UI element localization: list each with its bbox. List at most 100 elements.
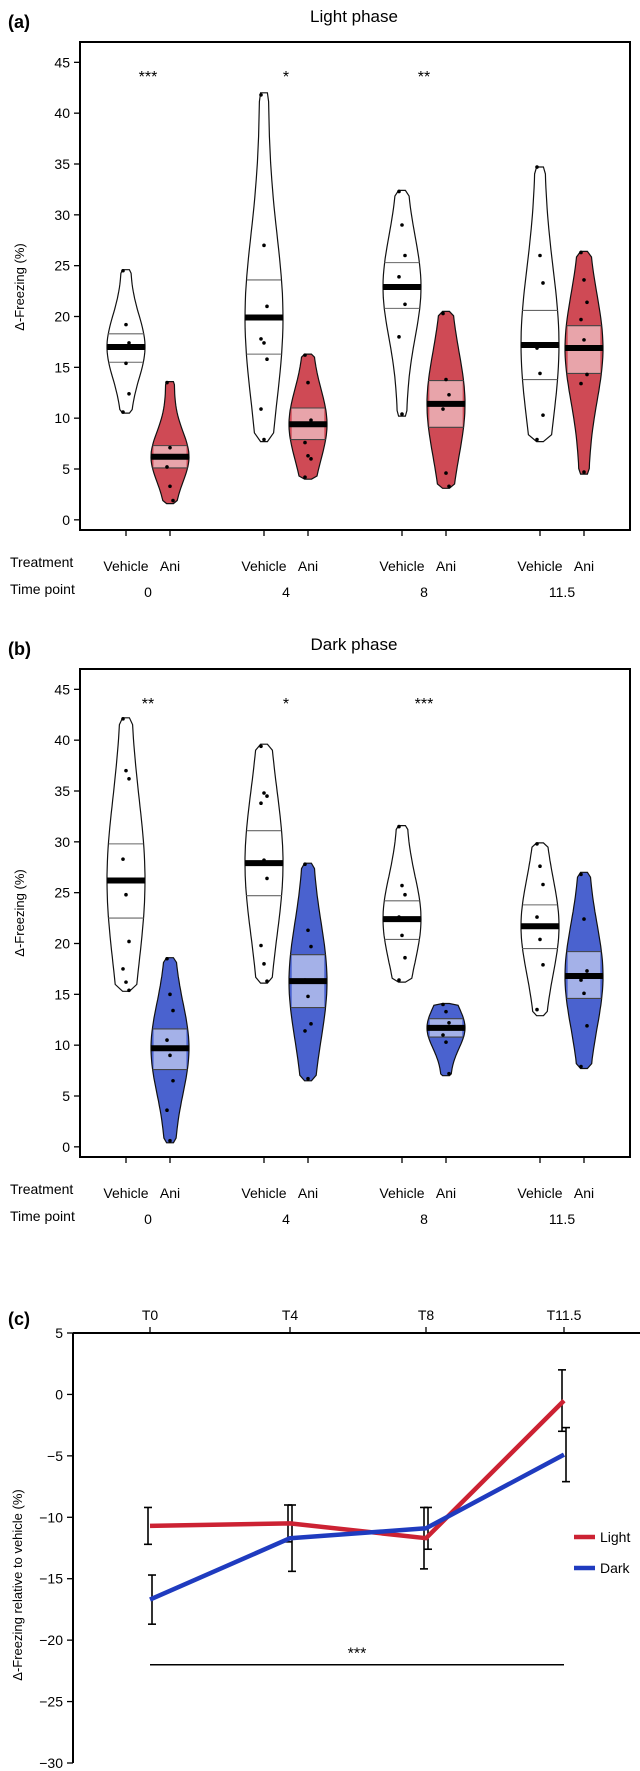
pc-x-tick-label: T0 — [142, 1307, 159, 1323]
pb-data-point — [403, 892, 407, 897]
pa-data-point — [262, 243, 266, 248]
pa-data-point — [582, 338, 586, 342]
pb-treatment-label: Vehicle — [241, 1185, 286, 1201]
pa-time-point-label: 8 — [420, 584, 428, 600]
pb-data-point — [303, 1029, 307, 1033]
pc-y-tick-label: −20 — [39, 1632, 63, 1648]
pa-y-tick-label: 30 — [54, 207, 70, 223]
pa-treatment-label: Vehicle — [103, 558, 148, 574]
pa-significance-stars: *** — [139, 69, 158, 86]
pa-significance-stars: * — [283, 69, 289, 86]
pb-data-point — [259, 943, 263, 948]
pa-data-point — [535, 346, 539, 350]
pb-data-point — [124, 768, 128, 773]
pb-treatment-label: Ani — [436, 1185, 456, 1201]
pa-violin-vehicle-4 — [244, 92, 284, 443]
pc-significance-stars: *** — [348, 1646, 367, 1663]
pa-violin-vehicle-11.5 — [520, 166, 560, 443]
pb-data-point — [165, 956, 169, 961]
pb-data-point — [171, 1078, 175, 1083]
pb-data-point — [265, 876, 269, 881]
pb-y-tick-label: 30 — [54, 834, 70, 850]
pb-data-point — [535, 915, 539, 919]
pb-data-point — [447, 1071, 451, 1076]
pa-data-point — [306, 380, 310, 385]
pb-y-tick-label: 10 — [54, 1037, 70, 1053]
pa-data-point — [121, 268, 125, 273]
pb-treatment-label: Ani — [160, 1185, 180, 1201]
pb-significance-stars: ** — [142, 696, 154, 713]
pa-time-point-label: 0 — [144, 584, 152, 600]
pb-data-point — [535, 842, 539, 846]
pb-data-point — [309, 944, 313, 949]
pb-time-point-label: 8 — [420, 1211, 428, 1227]
pb-y-tick-label: 45 — [54, 681, 70, 697]
panel-c-letter: (c) — [8, 1309, 30, 1329]
pa-data-point — [400, 284, 404, 288]
pa-data-point — [127, 391, 131, 396]
pa-data-point — [306, 453, 310, 458]
pa-data-point — [538, 253, 542, 258]
pc-x-tick-label: T11.5 — [547, 1307, 582, 1323]
pa-plot-frame — [79, 41, 631, 531]
pa-data-point — [444, 471, 448, 475]
pa-data-point — [447, 484, 451, 489]
pb-data-point — [535, 1007, 539, 1012]
pb-data-point — [127, 988, 131, 993]
pb-data-point — [121, 717, 125, 721]
panel-a-letter: (a) — [8, 12, 30, 32]
pb-data-point — [582, 991, 586, 996]
pa-data-point — [303, 440, 307, 445]
pc-y-tick-label: −10 — [39, 1509, 63, 1525]
pb-data-point — [579, 1064, 583, 1069]
pa-data-point — [265, 357, 269, 362]
pb-data-point — [303, 862, 307, 866]
pa-data-point — [538, 371, 542, 376]
pb-data-point — [538, 937, 542, 942]
pa-y-tick-label: 20 — [54, 309, 70, 325]
panel-a-timepoint-row-label: Time point — [10, 581, 75, 597]
pb-significance-stars: * — [283, 696, 289, 713]
pb-data-point — [582, 917, 586, 921]
pc-y-tick-label: −15 — [39, 1571, 63, 1587]
pa-data-point — [397, 275, 401, 279]
pb-data-point — [165, 1038, 169, 1042]
pa-treatment-label: Vehicle — [517, 558, 562, 574]
pb-data-point — [168, 1053, 172, 1058]
pb-data-point — [306, 928, 310, 933]
pa-data-point — [259, 407, 263, 411]
pc-series-line-dark — [149, 1452, 566, 1602]
pc-y-tick-label: −30 — [39, 1755, 63, 1771]
pb-data-point — [168, 1138, 172, 1143]
pb-time-point-label: 11.5 — [549, 1211, 575, 1227]
pa-data-point — [168, 484, 172, 489]
pa-data-point — [121, 410, 125, 414]
pa-y-tick-label: 25 — [54, 258, 70, 274]
pb-data-point — [397, 978, 401, 982]
pb-treatment-label: Ani — [574, 1185, 594, 1201]
pa-data-point — [171, 498, 175, 503]
panel-c-ylabel: Δ-Freezing relative to vehicle (%) — [10, 1489, 25, 1680]
pb-data-point — [124, 892, 128, 897]
pb-data-point — [541, 882, 545, 887]
pb-data-point — [259, 801, 263, 805]
pc-y-tick-label: 5 — [55, 1325, 63, 1341]
pb-y-tick-label: 5 — [62, 1088, 70, 1104]
pb-data-point — [400, 933, 404, 938]
pb-data-point — [121, 967, 125, 971]
panel-c-plot: 5 0 −5 −10 −15 −20 −25 −30 T0 T4 T8 T11.5 Light Dark *… — [39, 1307, 640, 1771]
pb-data-point — [259, 744, 263, 749]
pb-data-point — [400, 883, 404, 888]
pa-data-point — [535, 165, 539, 169]
pa-data-point — [403, 302, 407, 307]
pa-data-point — [541, 413, 545, 417]
pa-data-point — [582, 470, 586, 474]
pa-data-point — [403, 253, 407, 258]
pa-data-point — [441, 311, 445, 316]
pb-data-point — [447, 1021, 451, 1025]
pb-violin-ani-8 — [426, 1002, 466, 1077]
pb-data-point — [165, 1108, 169, 1113]
pb-y-tick-label: 35 — [54, 783, 70, 799]
pb-data-point — [171, 1008, 175, 1013]
